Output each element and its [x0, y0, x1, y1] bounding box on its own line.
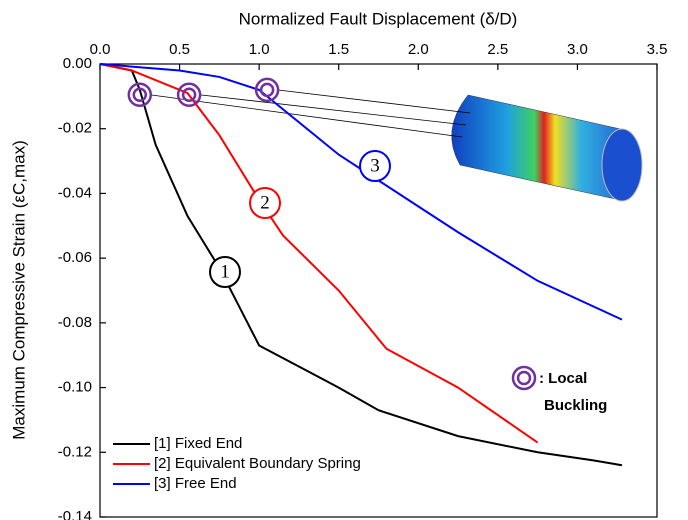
buckling-point: [254, 77, 280, 103]
x-tick-label: 3.0: [567, 41, 588, 58]
buckling-point: [176, 82, 202, 107]
leader-line: [277, 89, 471, 114]
pipe-image: [451, 94, 643, 202]
buckling-ring: [127, 82, 153, 107]
series-marker-label: 1: [220, 261, 230, 282]
y-tick-label: -0.06: [58, 249, 92, 266]
y-axis-title: Maximum Compressive Strain (εC,max): [9, 140, 28, 439]
x-tick-label: 2.0: [408, 41, 429, 58]
series-line: [99, 63, 623, 321]
plot-frame: [99, 63, 658, 518]
x-tick-label: 1.5: [328, 41, 349, 58]
x-tick-label: 0.0: [90, 41, 111, 58]
buckling-ring: [181, 87, 197, 102]
series-marker-circle: [359, 150, 391, 182]
y-tick-label: -0.14: [58, 508, 92, 520]
leader-line: [149, 94, 463, 138]
buckling-ring: [259, 82, 275, 98]
y-tick-label: -0.04: [58, 184, 92, 201]
y-tick-label: -0.08: [58, 314, 92, 331]
y-tick-label: 0.00: [63, 55, 92, 72]
buckling-key: [511, 365, 537, 391]
buckling-point: [127, 82, 153, 107]
legend-label: [2] Equivalent Boundary Spring: [154, 455, 361, 472]
buckling-ring: [176, 82, 202, 107]
legend-label: [3] Free End: [154, 475, 237, 492]
series-marker-circle: [209, 256, 241, 288]
buckling-ring: [254, 77, 280, 103]
series-marker-label: 3: [370, 155, 380, 176]
y-tick-label: -0.10: [58, 379, 92, 396]
x-tick-label: 2.5: [487, 41, 508, 58]
leader-line: [199, 94, 467, 126]
x-axis-title: Normalized Fault Displacement (δ/D): [239, 9, 518, 28]
buckling-label: : Local: [539, 370, 587, 387]
legend-label: [1] Fixed End: [154, 435, 242, 452]
x-tick-label: 1.0: [249, 41, 270, 58]
buckling-key: [516, 370, 532, 386]
series-marker-circle: [249, 187, 281, 219]
buckling-ring: [132, 87, 148, 102]
x-tick-label: 0.5: [169, 41, 190, 58]
y-tick-label: -0.12: [58, 443, 92, 460]
buckling-label: Buckling: [544, 397, 607, 414]
series-marker-label: 2: [260, 192, 270, 213]
y-tick-label: -0.02: [58, 120, 92, 137]
x-tick-label: 3.5: [647, 41, 668, 58]
